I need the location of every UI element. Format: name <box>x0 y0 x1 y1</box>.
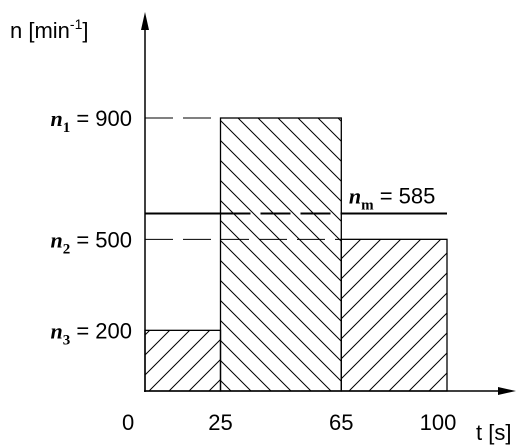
level-label-2: n2 = 500 <box>50 227 132 257</box>
mean-line-layer: nm = 585 <box>145 179 447 215</box>
mean-label: nm = 585 <box>349 184 436 214</box>
mean-label-background <box>344 179 443 212</box>
bar-segment-2 <box>219 117 342 392</box>
x-tick-label-0: 0 <box>122 410 134 435</box>
bar-segment-3 <box>340 238 448 392</box>
x-tick-label-100: 100 <box>420 410 457 435</box>
x-axis-arrow <box>498 387 516 395</box>
level-label-1: n1 = 900 <box>50 106 132 136</box>
bar-segment-1 <box>144 329 222 392</box>
x-tick-labels: 0 25 65 100 <box>122 410 456 435</box>
y-axis-label: n [min-1] <box>10 16 89 43</box>
x-tick-label-65: 65 <box>329 410 353 435</box>
guide-lines-layer <box>145 117 342 240</box>
x-axis-label: t [s] <box>476 420 511 445</box>
bars-layer <box>144 117 448 392</box>
level-label-3: n3 = 200 <box>50 318 132 348</box>
axes-layer <box>141 12 516 395</box>
level-labels: n1 = 900 n2 = 500 n3 = 200 <box>50 106 132 348</box>
y-axis-arrow <box>141 12 149 30</box>
x-tick-label-25: 25 <box>208 410 232 435</box>
